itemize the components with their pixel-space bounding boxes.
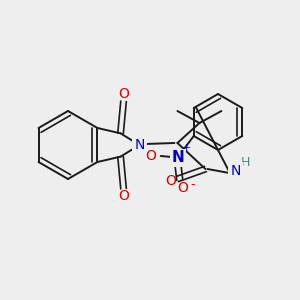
- Text: O: O: [118, 87, 129, 101]
- Text: H: H: [175, 148, 184, 160]
- Text: +: +: [182, 143, 191, 153]
- Text: O: O: [177, 181, 188, 195]
- Text: -: -: [190, 178, 195, 191]
- Text: N: N: [171, 151, 184, 166]
- Text: N: N: [134, 138, 145, 152]
- Text: N: N: [230, 164, 241, 178]
- Text: O: O: [118, 189, 129, 203]
- Text: O: O: [145, 149, 156, 163]
- Text: O: O: [165, 174, 176, 188]
- Text: H: H: [241, 157, 250, 169]
